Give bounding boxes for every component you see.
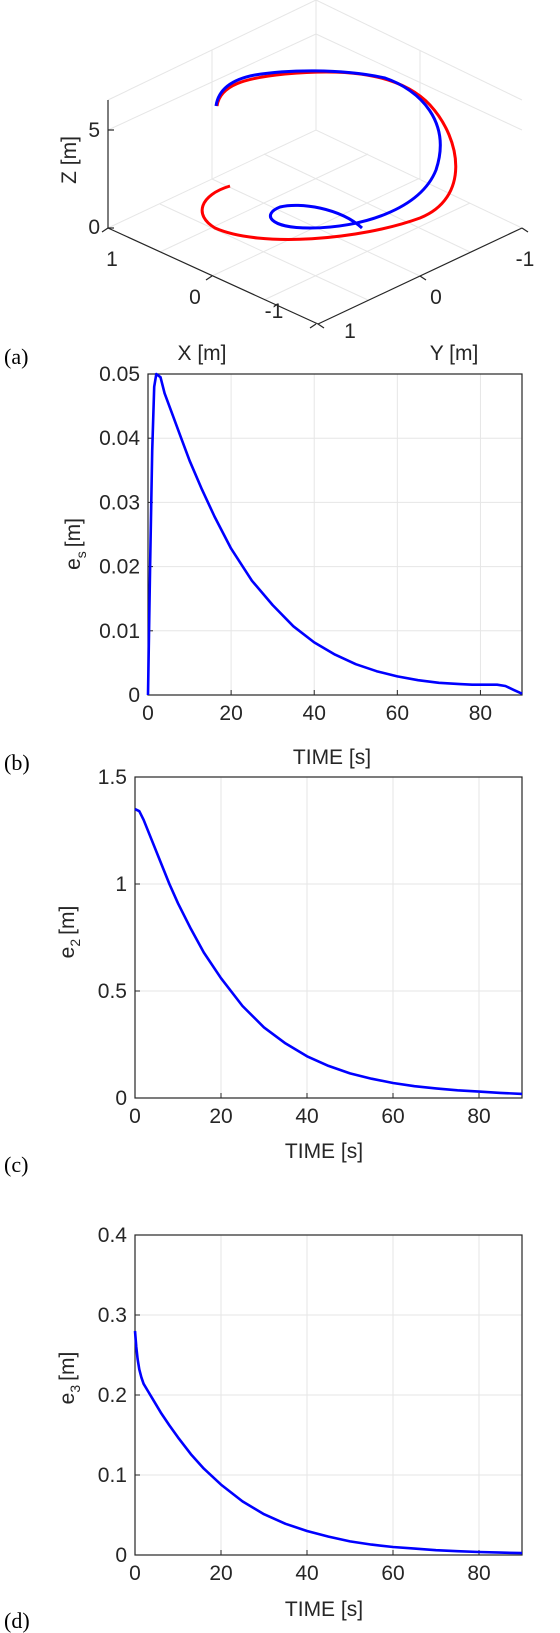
y-tick-label: 0.2 — [98, 1384, 127, 1407]
y-tick-label: 0.3 — [98, 1304, 127, 1327]
y-axis-label: e2[m] — [56, 906, 83, 959]
chart-3d-trajectory: 5 0 1 0 -1 1 0 -1 Z [m] X [m] Y [m] (a) — [4, 0, 534, 369]
plot-frame — [134, 776, 523, 1099]
chart-e3: 0 20 40 60 80 0 0.1 0.2 0.3 0.4 TIME [s] e3[m] (d… — [4, 1224, 523, 1633]
y-tick-label: 0.5 — [98, 980, 127, 1003]
series-line — [146, 372, 523, 696]
x-tick-label: 0 — [142, 702, 154, 725]
chart-e2: 0 20 40 60 80 0 0.5 1 1.5 TIME [s] e2[m] (c) — [4, 766, 523, 1177]
y-tick-label: 0 — [128, 684, 140, 707]
y-tick-label: 0 — [115, 1087, 127, 1110]
series-line — [133, 1330, 523, 1555]
panel-label-a: (a) — [4, 344, 28, 369]
y-tick-label: 0 — [115, 1544, 127, 1567]
x-axis-label: TIME [s] — [293, 746, 371, 769]
x-tick-label: 40 — [295, 1105, 318, 1128]
3d-axes — [101, 100, 529, 329]
x-axis-label: TIME [s] — [285, 1598, 363, 1621]
y-tick-label: 0.05 — [99, 363, 140, 386]
z-axis-label: Z [m] — [58, 136, 81, 184]
x-tick-label: 20 — [209, 1105, 232, 1128]
y-tick-label: 0.04 — [99, 427, 140, 450]
panel-label-d: (d) — [4, 1608, 30, 1633]
y-tick-label: 0.03 — [99, 491, 140, 514]
panel-label-b: (b) — [4, 750, 30, 775]
x-tick-label: 80 — [467, 1105, 490, 1128]
y-tick-label: 1.5 — [98, 766, 127, 789]
y-tick-label: 0.1 — [98, 1464, 127, 1487]
y-tick-label: 0.01 — [99, 620, 140, 643]
series-line — [134, 807, 523, 1096]
y-tick-1: 1 — [344, 320, 356, 343]
y-tick-0: 0 — [430, 286, 442, 309]
panel-label-c: (c) — [4, 1152, 28, 1177]
y-axis-label: Y [m] — [430, 342, 479, 365]
y-tick-neg1: -1 — [516, 248, 535, 271]
x-axis-label: TIME [s] — [285, 1140, 363, 1163]
x-tick-label: 40 — [303, 702, 326, 725]
x-tick-label: 80 — [467, 1562, 490, 1585]
x-tick-neg1: -1 — [265, 300, 284, 323]
x-tick-label: 60 — [381, 1562, 404, 1585]
z-tick-0: 0 — [88, 216, 100, 239]
y-tick-label: 1 — [115, 873, 127, 896]
x-tick-label: 20 — [209, 1562, 232, 1585]
3d-grid — [106, 0, 524, 325]
plot-frame — [147, 373, 523, 696]
series-actual-line — [214, 69, 442, 230]
y-tick-label: 0.02 — [99, 556, 140, 579]
y-tick-label: 0.4 — [98, 1224, 128, 1247]
series-reference-line — [200, 70, 458, 241]
y-axis-label: e3[m] — [56, 1352, 83, 1405]
y-axis-label: es[m] — [62, 518, 89, 570]
z-tick-5: 5 — [88, 119, 100, 142]
x-tick-label: 80 — [469, 702, 492, 725]
x-tick-1: 1 — [106, 248, 118, 271]
x-tick-label: 60 — [381, 1105, 404, 1128]
x-tick-label: 60 — [386, 702, 409, 725]
x-tick-label: 0 — [129, 1562, 141, 1585]
x-tick-label: 0 — [129, 1105, 141, 1128]
x-tick-0: 0 — [189, 286, 201, 309]
x-tick-label: 40 — [295, 1562, 318, 1585]
x-axis-label: X [m] — [177, 342, 226, 365]
x-tick-label: 20 — [219, 702, 242, 725]
